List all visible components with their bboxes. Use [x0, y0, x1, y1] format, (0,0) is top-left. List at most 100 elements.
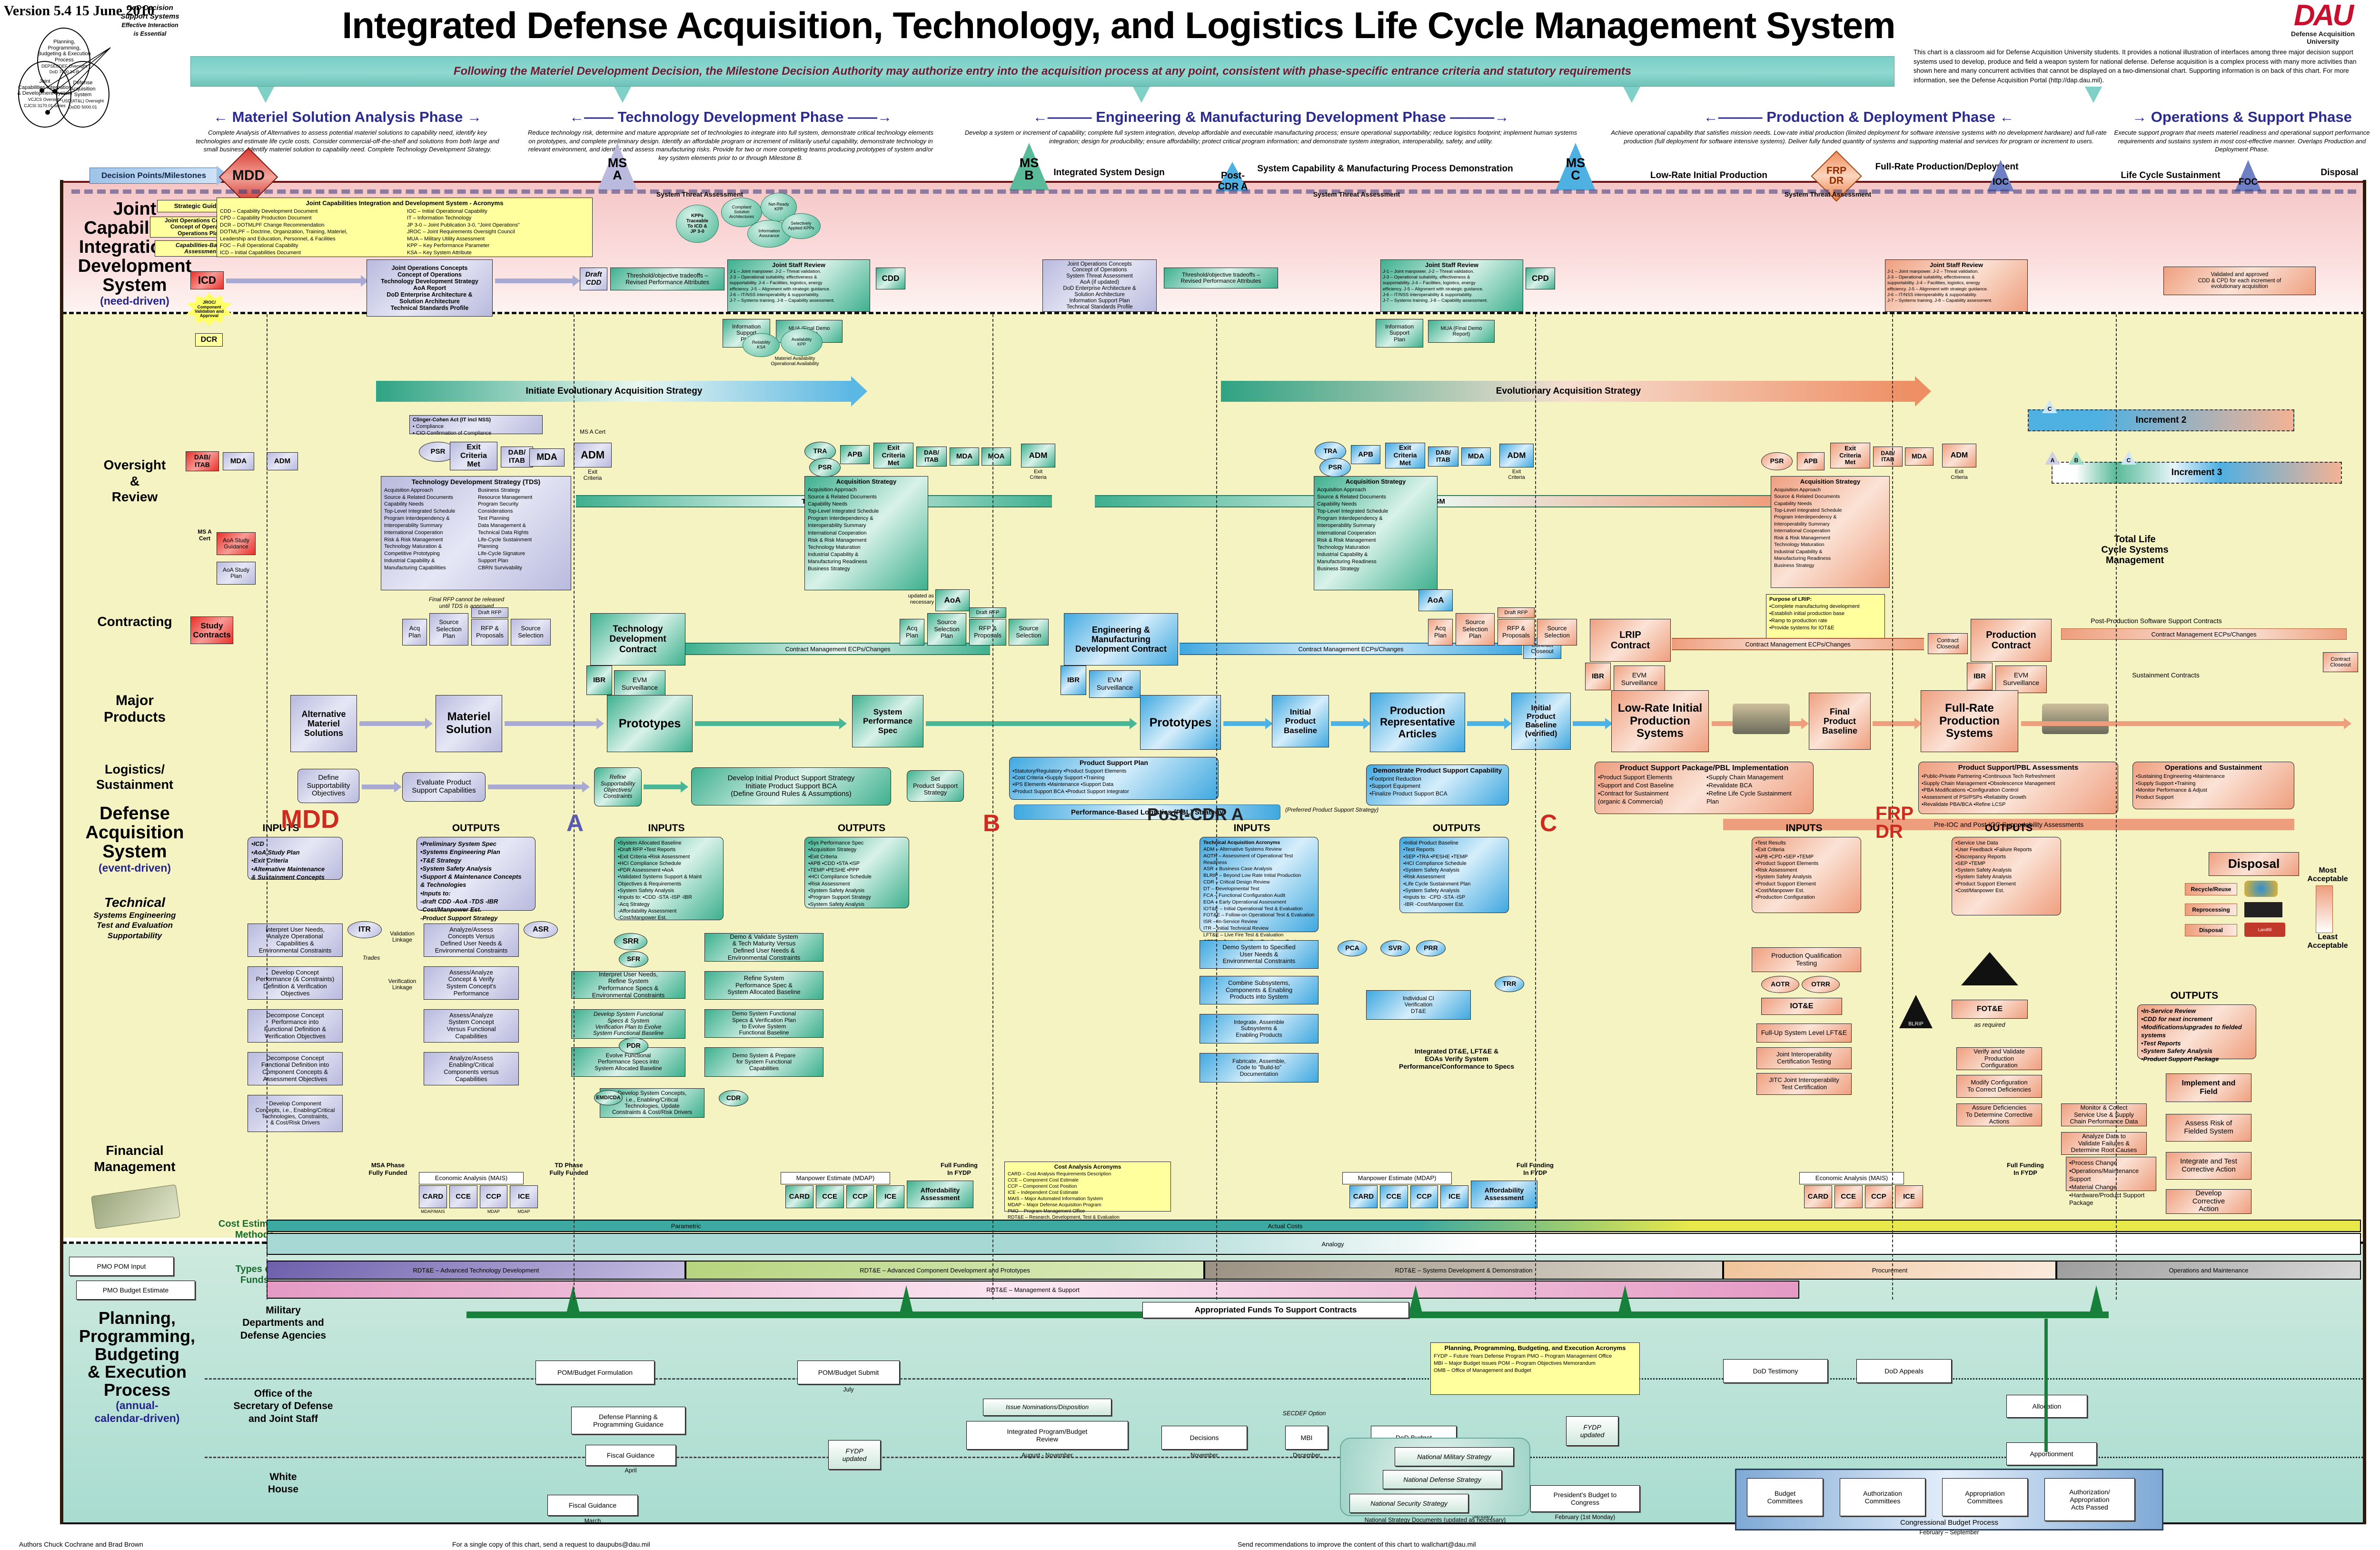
outputs-box-msa[interactable]: •Preliminary System Spec •Systems Engine… [416, 837, 536, 922]
draft-rfp-2[interactable]: Draft RFP [969, 607, 1006, 618]
dab-itab-box-4[interactable]: DAB/ ITAB [1428, 447, 1458, 467]
study-contracts-box[interactable]: Study Contracts [190, 616, 233, 644]
tech-box-develop-component-concepts[interactable]: Develop Component Concepts, i.e., Enabli… [248, 1095, 343, 1132]
cce-chip-3[interactable]: CCE [1379, 1185, 1408, 1208]
tech-box-evolve-functional-perf[interactable]: Evolve Functional Performance Specs into… [571, 1047, 685, 1077]
mda-box-1[interactable]: MDA [223, 452, 254, 470]
review-emdcda[interactable]: EMD/CDA [594, 1090, 623, 1105]
acq-plan-2[interactable]: Acq Plan [900, 619, 924, 646]
ice-chip-2[interactable]: ICE [876, 1185, 904, 1208]
ppbe-pom-budget-formulation[interactable]: POM/Budget Formulation [536, 1361, 654, 1384]
exit-criteria-met-4[interactable]: Exit Criteria Met [1830, 443, 1870, 468]
tech-box-assess-analyze-concept[interactable]: Assess/Analyze Concept & Verify System C… [424, 966, 519, 1000]
tradeoffs-box-2[interactable]: Threshold/objective tradeoffs – Revised … [1164, 268, 1278, 288]
tech-box-develop-concept-performance[interactable]: Develop Concept Performance (& Constrain… [248, 966, 343, 1000]
source-selection-3[interactable]: Source Selection [1537, 619, 1577, 646]
tech-box-decompose-concept-performance[interactable]: Decompose Concept Performance into Funct… [248, 1009, 343, 1043]
emd-contract[interactable]: Engineering & Manufacturing Development … [1064, 613, 1178, 666]
ppbe-dod-testimony[interactable]: DoD Testimony [1723, 1359, 1828, 1383]
ppbe-dod-appeals[interactable]: DoD Appeals [1856, 1359, 1952, 1383]
dab-itab-box-1[interactable]: DAB/ ITAB [186, 451, 219, 471]
exit-criteria-met-3[interactable]: Exit Criteria Met [1385, 443, 1425, 468]
inputs-box-emd[interactable]: Technical Acquisition Acronyms ADM – Alte… [1200, 837, 1319, 944]
ppbe-fiscal-guidance-april[interactable]: Fiscal Guidance [585, 1445, 676, 1466]
pbl-implementation-box[interactable]: Product Support Package/PBL Implementati… [1595, 762, 1814, 814]
review-sfr[interactable]: SFR [619, 951, 648, 967]
ccp-chip-4[interactable]: CCP [1864, 1185, 1893, 1208]
validated-approved-box[interactable]: Validated and approved CDD & CPD for eac… [2163, 267, 2316, 295]
review-trr[interactable]: TRR [1495, 976, 1524, 992]
affordability-assessment-2[interactable]: Affordability Assessment [1471, 1181, 1537, 1208]
source-selection-plan-1[interactable]: Source Selection Plan [429, 613, 468, 646]
rfp-proposals-3[interactable]: RFP & Proposals [1497, 619, 1535, 646]
verify-validate-production-config-box[interactable]: Verify and Validate Production Configura… [1956, 1047, 2042, 1070]
manpower-estimate-1[interactable]: Manpower Estimate (MDAP) [781, 1172, 890, 1184]
tra-circle-1[interactable]: TRA [804, 442, 836, 461]
ppbe-mbi[interactable]: MBI [1285, 1426, 1328, 1450]
icd-box[interactable]: ICD [190, 271, 224, 289]
production-contract[interactable]: Production Contract [1971, 619, 2052, 662]
tra-circle-2[interactable]: TRA [1315, 442, 1346, 461]
evaluate-product-support-capabilities[interactable]: Evaluate Product Support Capabilities [402, 772, 486, 802]
tds-box[interactable]: Technology Development Strategy (TDS) Ac… [381, 476, 571, 590]
fot-e-box[interactable]: FOT&E [1952, 1000, 2028, 1019]
ice-chip-4[interactable]: ICE [1895, 1185, 1923, 1208]
develop-initial-product-support-strategy[interactable]: Develop Initial Product Support Strategy… [691, 767, 891, 805]
major-product-final-product-baseline[interactable]: Final Product Baseline [1809, 693, 1871, 750]
evm-surveillance-4[interactable]: EVM Surveillance [1995, 666, 2047, 693]
pbl-assessments-box[interactable]: Product Support/PBL Assessments •Public-… [1918, 762, 2118, 814]
ccp-chip-2[interactable]: CCP [846, 1185, 874, 1208]
review-svr[interactable]: SVR [1380, 940, 1410, 956]
outputs-box-os[interactable]: •In-Service Review •CDD for next incremen… [2137, 1004, 2256, 1063]
evm-surveillance-1[interactable]: EVM Surveillance [614, 670, 665, 698]
psr-circle-4[interactable]: PSR [1761, 452, 1793, 470]
analyze-data-determine-root-box[interactable]: Analyze Data to Validate Failures & Dete… [2061, 1132, 2147, 1155]
ppbe-fydp-updated-2[interactable]: FYDP updated [1566, 1416, 1618, 1446]
ccp-chip-3[interactable]: CCP [1410, 1185, 1438, 1208]
review-pdr[interactable]: PDR [619, 1038, 648, 1054]
cce-chip-4[interactable]: CCE [1834, 1185, 1863, 1208]
cce-chip-2[interactable]: CCE [815, 1185, 844, 1208]
outputs-box-emd[interactable]: •Initial Product Baseline •Test Reports •S… [1399, 837, 1509, 913]
joint-interop-cert-box[interactable]: Joint Interoperability Certification Tes… [1756, 1047, 1852, 1069]
contract-closeout-3[interactable]: Contract Closeout [2323, 652, 2358, 672]
tech-box-integrate-assemble[interactable]: Integrate, Assemble Subsystems & Enablin… [1200, 1014, 1319, 1043]
apb-box-1[interactable]: APB [840, 445, 870, 464]
draft-cdd-box[interactable]: Draft CDD [580, 268, 607, 290]
inputs-box-td[interactable]: •System Allocated Baseline •Draft RFP •Te… [614, 837, 724, 921]
card-chip-3[interactable]: CARD [1349, 1185, 1378, 1208]
draft-rfp-3[interactable]: Draft RFP [1497, 607, 1535, 618]
technology-development-contract[interactable]: Technology Development Contract [590, 613, 685, 666]
tech-box-develop-functional-specs[interactable]: Develop System Functional Specs & System… [571, 1009, 685, 1039]
inputs-box-msa[interactable]: •ICD •AoA Study Plan •Exit Criteria •Alt… [248, 837, 343, 881]
set-product-support-strategy[interactable]: Set Product Support Strategy [907, 770, 964, 802]
aoa-box-2[interactable]: AoA [1418, 589, 1453, 611]
major-product-lrip-systems[interactable]: Low-Rate Initial Production Systems [1611, 690, 1709, 752]
outputs-box-td[interactable]: •Sys Performance Spec •Acquisition Strate… [804, 837, 909, 908]
economic-analysis-1[interactable]: Economic Analysis (MAIS) [419, 1172, 524, 1184]
contract-closeout-2[interactable]: Contract Closeout [1928, 633, 1968, 654]
major-product-full-rate-production-systems[interactable]: Full-Rate Production Systems [1921, 690, 2018, 752]
ppbe-apportionment[interactable]: Apportionment [2006, 1442, 2097, 1465]
acq-plan-3[interactable]: Acq Plan [1428, 619, 1453, 646]
card-chip-2[interactable]: CARD [785, 1185, 813, 1208]
develop-corrective-action-box[interactable]: Develop Corrective Action [2166, 1189, 2251, 1214]
ibr-4[interactable]: IBR [1967, 663, 1993, 690]
inputs-box-pd[interactable]: •Test Results •Exit Criteria •APB •CPD •SE… [1752, 837, 1861, 913]
major-product-initial-product-baseline-verified[interactable]: Initial Product Baseline (verified) [1511, 693, 1571, 750]
joint-ops-concepts-detail-box[interactable]: Joint Operations Concepts Concept of Ope… [367, 259, 493, 317]
acq-strategy-box-1[interactable]: Acquisition Strategy Acquisition Approac… [804, 476, 928, 590]
outputs-box-pd[interactable]: •Service Use Data •User Feedback •Failure… [1952, 837, 2061, 915]
card-chip-4[interactable]: CARD [1804, 1185, 1832, 1208]
ops-sustainment-box[interactable]: Operations and Sustainment •Sustaining E… [2132, 762, 2294, 809]
mda-box-4[interactable]: MDA [1461, 447, 1491, 466]
major-product-prototypes-1[interactable]: Prototypes [607, 695, 693, 752]
review-aotr[interactable]: AOTR [1761, 976, 1799, 993]
ice-chip-1[interactable]: ICE [510, 1185, 538, 1208]
product-support-plan-box[interactable]: Product Support Plan •Statutory/Regulato… [1009, 757, 1219, 800]
exit-criteria-met-2[interactable]: Exit Criteria Met [873, 443, 913, 468]
demonstrate-product-support-box[interactable]: Demonstrate Product Support Capability •… [1366, 765, 1509, 805]
process-change-box[interactable]: •Process Change •Operations/Maintenance S… [2066, 1157, 2156, 1206]
mua-report-2[interactable]: MUA (Final Demo Report) [1428, 320, 1495, 343]
moa-box[interactable]: MOA [982, 447, 1011, 466]
